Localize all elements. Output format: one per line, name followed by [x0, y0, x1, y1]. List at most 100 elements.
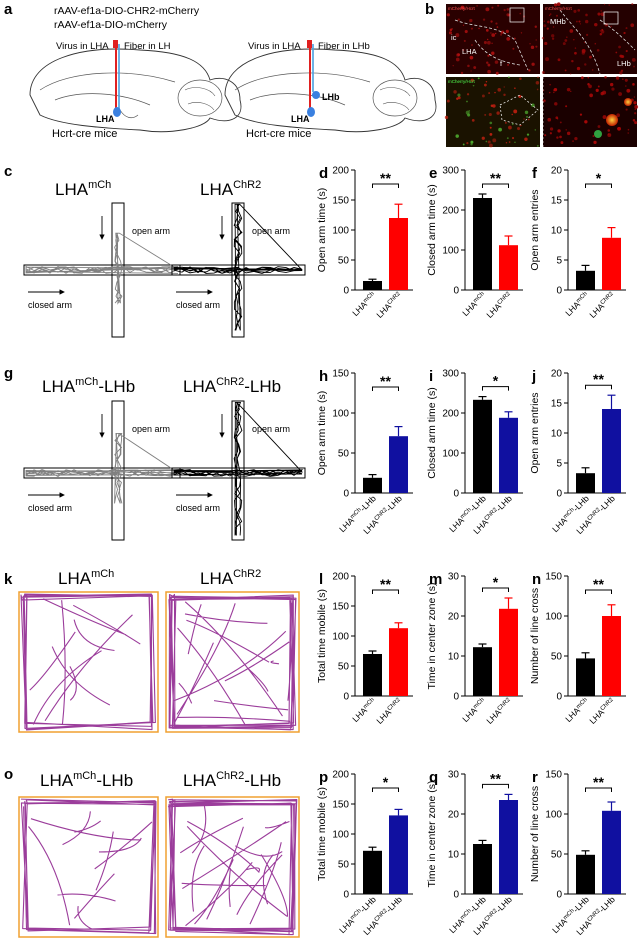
micrograph-cell	[506, 137, 509, 140]
micrograph-cell	[599, 30, 602, 32]
micrograph-cell	[471, 44, 473, 46]
micrograph-cell	[633, 101, 637, 105]
y-tick-label: 10	[551, 429, 563, 440]
right-lha-label: LHA	[291, 114, 310, 124]
micrograph-cell	[506, 37, 511, 41]
right-lhb-label: LHb	[322, 92, 340, 102]
micrograph-cell	[449, 28, 453, 32]
micrograph-lhb-overview	[543, 4, 637, 74]
micrograph-cell	[616, 113, 620, 118]
micrograph-cell	[541, 36, 545, 40]
panel-letter-h: h	[319, 368, 328, 385]
micrograph-cell	[549, 13, 552, 15]
panel-letter-a: a	[4, 1, 13, 18]
micrograph-lha-overview	[446, 4, 540, 74]
micrograph-cell	[535, 39, 537, 41]
micrograph-cell	[446, 99, 450, 103]
micrograph-cell	[564, 69, 567, 72]
y-tick-label: 0	[453, 692, 459, 703]
micrograph-cell	[505, 142, 508, 144]
panel-o-open-field: LHAmCh-LHb LHAChR2-LHb	[18, 770, 300, 938]
micrograph-cell	[470, 27, 474, 30]
brain-schematic-left: Virus in LHA Fiber in LH LHA Hcrt-cre mi…	[29, 40, 242, 140]
y-tick-label: 10	[448, 652, 460, 663]
micrograph-cell	[519, 12, 522, 15]
micrograph-cell	[514, 87, 516, 90]
micrograph-cell	[565, 105, 568, 108]
micrograph-cell	[597, 85, 600, 88]
micrograph-cell	[497, 88, 502, 92]
maze-trace	[25, 232, 179, 305]
y-tick-label: 30	[448, 770, 460, 781]
y-tick-label: 50	[338, 449, 350, 460]
micrograph-cell	[473, 66, 477, 69]
arena-o-left	[18, 796, 159, 938]
micrograph-cell	[505, 29, 509, 34]
y-tick-label: 50	[338, 860, 350, 871]
micrograph-cell	[455, 134, 459, 138]
maze-c-left-title: LHAmCh	[55, 179, 111, 199]
micrograph-cell	[512, 47, 515, 50]
micrograph-cell	[579, 23, 581, 25]
micrograph-cell	[617, 126, 621, 131]
x-category-label: LHAmCh	[460, 290, 488, 318]
micrograph-cell	[466, 142, 469, 145]
micrograph-cell	[489, 121, 493, 125]
micrograph-cell	[452, 64, 454, 67]
micrograph-cell	[546, 27, 549, 30]
micrograph-cell	[603, 3, 606, 6]
significance-bracket	[585, 589, 612, 594]
significance-bracket	[482, 587, 509, 592]
y-tick-label: 0	[453, 286, 459, 297]
micrograph-cell	[541, 71, 545, 74]
micrograph-cell	[486, 61, 489, 64]
micrograph-cell	[559, 135, 562, 139]
y-tick-label: 200	[442, 409, 459, 420]
micrograph-cell	[536, 88, 539, 91]
micro-lha-label: LHA	[462, 47, 477, 56]
x-category-label: LHAChR2	[484, 290, 514, 320]
y-tick-label: 0	[453, 890, 459, 901]
micrograph-cell	[487, 63, 491, 67]
y-axis-label: Open arm time (s)	[316, 391, 328, 476]
y-tick-label: 200	[332, 770, 349, 781]
significance-bracket	[482, 386, 509, 391]
micrograph-cell	[595, 88, 599, 92]
micrograph-cell	[557, 58, 561, 62]
micrograph-cell	[457, 18, 461, 21]
significance-bracket	[372, 787, 399, 792]
micrograph-cell	[487, 140, 491, 144]
micrograph-cell	[631, 58, 636, 62]
y-tick-label: 150	[332, 196, 349, 207]
micrograph-cell	[594, 22, 598, 27]
micrograph-cell	[573, 9, 577, 13]
micrograph-cell	[476, 5, 478, 7]
micrograph-cell	[472, 84, 475, 87]
bar-control	[473, 844, 492, 894]
micrograph-cell	[486, 38, 489, 41]
bar-control	[473, 647, 492, 696]
x-category-label: LHAChR2	[374, 696, 404, 726]
significance-bracket	[585, 183, 612, 188]
bar-chr2	[602, 810, 621, 894]
micro-ic-label: ic	[451, 33, 457, 42]
panel-letter-r: r	[532, 769, 538, 786]
micrograph-cell	[543, 89, 545, 92]
right-virus-label: Virus in LHA	[248, 41, 301, 52]
micrograph-cell	[634, 112, 637, 115]
maze-closed-arms	[171, 467, 306, 479]
micrograph-cell	[633, 96, 636, 98]
micrograph-cell	[487, 69, 491, 74]
micrograph-cell	[589, 55, 592, 59]
panel-letter-o: o	[4, 766, 13, 783]
panel-letter-e: e	[429, 165, 437, 182]
micrograph-cell	[544, 99, 546, 102]
panel-letter-l: l	[319, 571, 323, 588]
y-axis-label: Time in center zone (s)	[426, 781, 438, 888]
micrograph-cell	[618, 92, 623, 96]
